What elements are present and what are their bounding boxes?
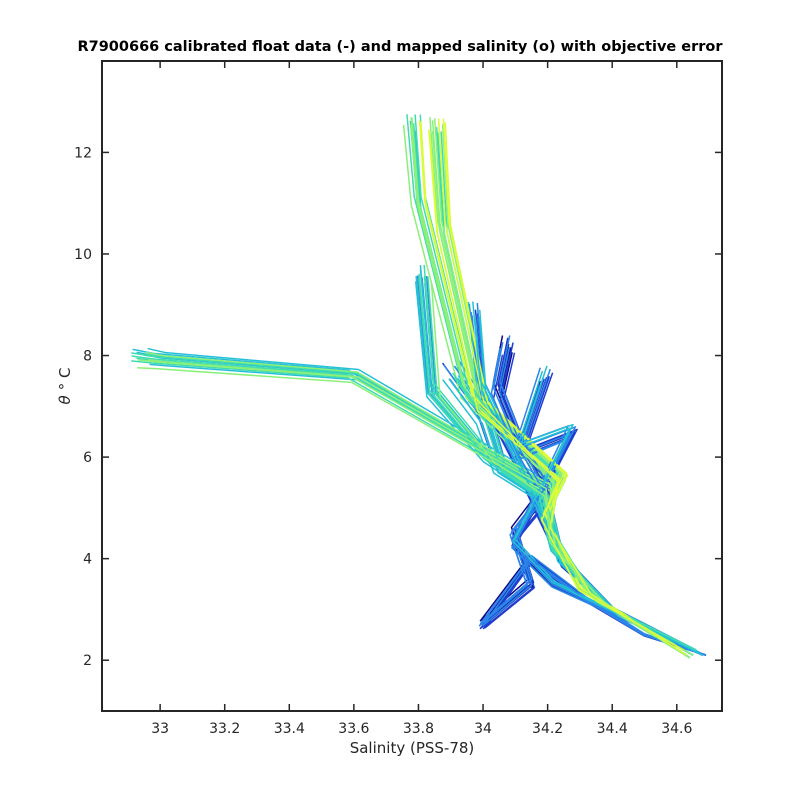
- x-tick-label: 34: [474, 721, 492, 737]
- axes-frame: [101, 60, 723, 712]
- x-tick-label: 34.6: [661, 721, 692, 737]
- y-tick-label: 4: [83, 552, 92, 568]
- profile-line: [428, 129, 684, 651]
- y-tick-label: 2: [83, 653, 92, 669]
- x-tick-label: 33.6: [338, 721, 369, 737]
- x-tick-label: 33: [151, 721, 169, 737]
- profile-line: [430, 280, 694, 656]
- y-axis-label: θ ° C: [56, 368, 74, 405]
- profile-line: [482, 343, 707, 656]
- profile-line: [481, 337, 707, 656]
- chart-title: R7900666 calibrated float data (-) and m…: [77, 39, 723, 55]
- profile-line: [478, 347, 707, 656]
- y-tick-label: 6: [83, 450, 92, 466]
- y-tick-label: 8: [83, 349, 92, 365]
- x-tick-label: 33.8: [403, 721, 434, 737]
- x-tick-label: 33.2: [209, 721, 240, 737]
- profile-line: [429, 116, 684, 651]
- profile-line: [427, 276, 694, 656]
- profile-line: [512, 370, 703, 656]
- profile-line: [429, 133, 684, 651]
- profile-line: [482, 335, 707, 656]
- profile-line: [479, 335, 707, 656]
- profile-line: [418, 120, 687, 656]
- x-tick-label: 33.4: [274, 721, 305, 737]
- profile-line: [482, 346, 707, 656]
- y-axis-label-unit: ° C: [56, 368, 74, 391]
- x-axis-label: Salinity (PSS-78): [350, 739, 475, 757]
- profile-line: [444, 122, 684, 651]
- y-tick-label: 10: [74, 247, 92, 263]
- profile-line: [483, 347, 707, 656]
- profile-lines: [131, 114, 707, 659]
- x-tick-label: 34.4: [597, 721, 628, 737]
- y-axis-label-symbol: θ: [56, 395, 74, 404]
- profile-line: [479, 342, 707, 656]
- y-tick-label: 12: [74, 145, 92, 161]
- y-axis: 2 4 6 8 10 12: [74, 145, 722, 669]
- profile-line: [481, 338, 707, 656]
- profile-line: [479, 354, 707, 656]
- profile-line: [484, 352, 707, 656]
- x-tick-label: 34.2: [532, 721, 563, 737]
- profile-line: [482, 354, 707, 656]
- profile-line: [483, 352, 707, 656]
- profile-line: [483, 342, 707, 656]
- x-axis: 33 33.2 33.4 33.6 33.8 34 34.2 34.4 34.6: [151, 61, 692, 737]
